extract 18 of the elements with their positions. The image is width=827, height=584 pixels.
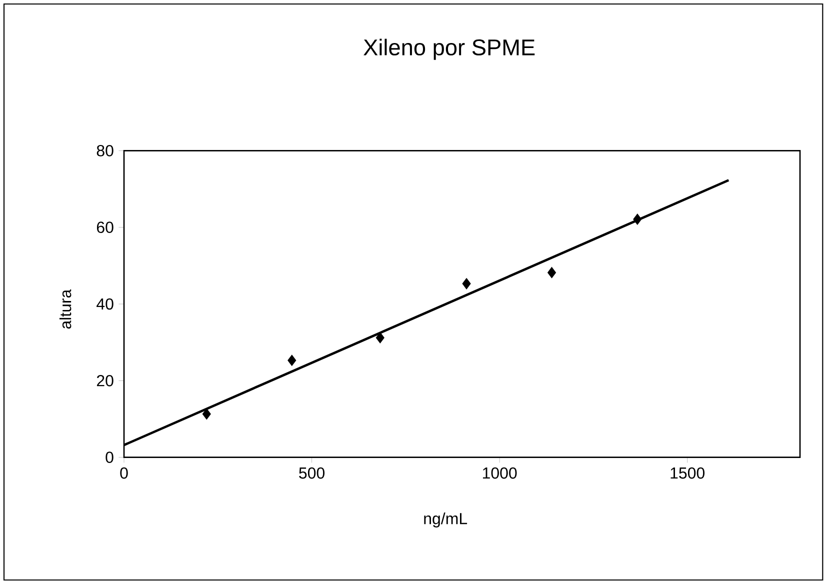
point — [376, 332, 384, 344]
point — [547, 266, 556, 278]
chart-title: Xileno por SPME — [364, 38, 535, 60]
y-tick-label: 80 — [96, 145, 114, 156]
y-axis-title: altura — [59, 289, 72, 329]
x-tick-label: 1500 — [670, 467, 705, 479]
y-tick-label: 40 — [96, 298, 114, 310]
point — [288, 354, 296, 366]
point — [202, 408, 211, 420]
point — [633, 214, 642, 225]
x-tick-label: 500 — [299, 467, 325, 479]
y-tick-label: 0 — [106, 452, 114, 463]
y-tick-label: 20 — [96, 375, 114, 386]
x-tick-label: 1000 — [482, 467, 517, 479]
point — [462, 278, 471, 290]
y-tick-label: 60 — [96, 222, 114, 233]
x-axis-title: ng/mL — [424, 512, 468, 528]
x-tick-label: 0 — [120, 467, 128, 479]
